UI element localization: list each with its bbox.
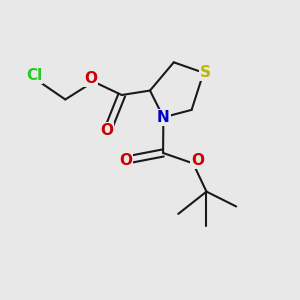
Text: O: O xyxy=(84,71,97,86)
Text: Cl: Cl xyxy=(26,68,42,83)
Text: O: O xyxy=(100,123,113,138)
Text: O: O xyxy=(120,153,133,168)
Text: N: N xyxy=(157,110,170,125)
Text: S: S xyxy=(200,65,211,80)
Text: O: O xyxy=(191,153,204,168)
